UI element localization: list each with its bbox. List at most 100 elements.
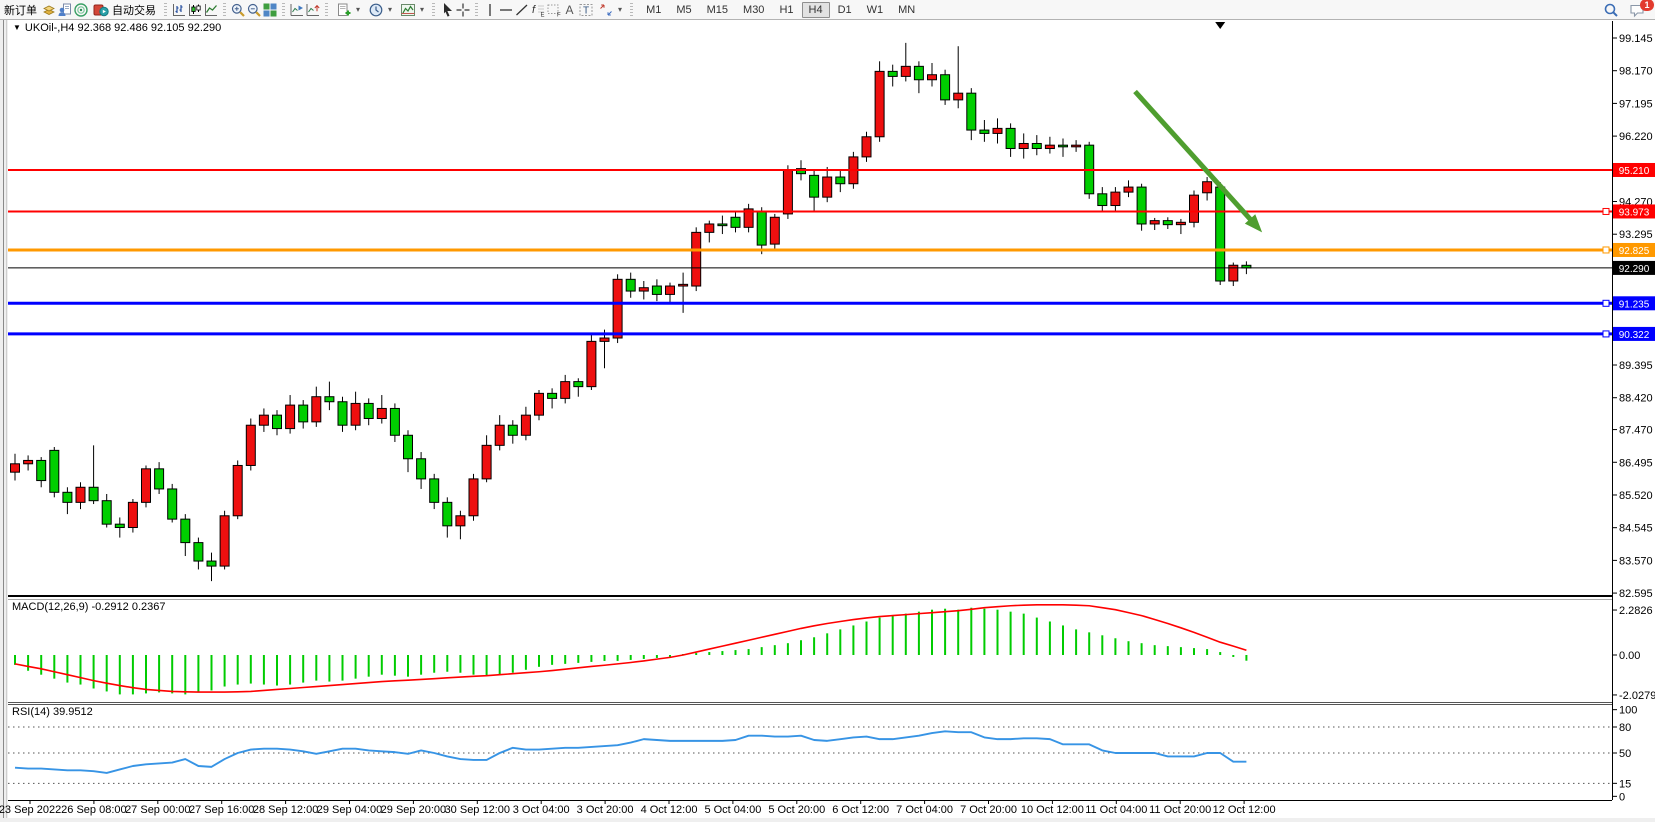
svg-text:90.322: 90.322 <box>1619 330 1650 341</box>
new-order-button[interactable]: 新订单 <box>0 1 41 18</box>
crosshair-icon[interactable] <box>455 2 471 18</box>
trendline-icon[interactable] <box>514 2 530 18</box>
text-icon[interactable]: A <box>562 2 578 18</box>
svg-text:80: 80 <box>1619 722 1631 734</box>
line-chart-icon[interactable] <box>203 2 219 18</box>
arrow-tools-icon <box>598 2 614 18</box>
toolbar-grip <box>164 3 167 16</box>
svg-text:27 Sep 16:00: 27 Sep 16:00 <box>189 804 254 816</box>
svg-text:98.170: 98.170 <box>1619 66 1653 78</box>
svg-text:92.825: 92.825 <box>1619 246 1650 257</box>
svg-text:3 Oct 20:00: 3 Oct 20:00 <box>577 804 634 816</box>
cursor-icon[interactable] <box>439 2 455 18</box>
arrange-windows-icon[interactable] <box>289 2 305 18</box>
profiles-icon[interactable] <box>57 2 73 18</box>
auto-trading-icon <box>93 2 109 18</box>
period-button[interactable]: ▾ <box>364 1 396 18</box>
chevron-down-icon: ▾ <box>420 5 425 14</box>
toolbar-grip <box>475 3 479 16</box>
shift-marker-icon[interactable] <box>1215 22 1226 29</box>
toolbar-grip <box>223 3 226 16</box>
svg-text:87.470: 87.470 <box>1619 425 1653 437</box>
svg-text:30 Sep 12:00: 30 Sep 12:00 <box>445 804 510 816</box>
indicators-button[interactable]: ▾ <box>396 1 428 18</box>
auto-trading-label: 自动交易 <box>112 4 156 17</box>
text-label-icon[interactable]: T <box>578 2 594 18</box>
svg-text:100: 100 <box>1619 705 1637 717</box>
svg-text:92.290: 92.290 <box>1619 264 1650 275</box>
symbol-ohlc-readout: ▼ UKOil-,H4 92.368 92.486 92.105 92.290 <box>13 22 221 34</box>
indicators-icon <box>400 2 416 18</box>
tf-button-W1[interactable]: W1 <box>866 3 884 16</box>
svg-text:11 Oct 04:00: 11 Oct 04:00 <box>1085 804 1147 816</box>
price-axis[interactable]: 99.14598.17097.19596.22094.27093.29589.3… <box>1612 33 1653 600</box>
tile-windows-icon[interactable] <box>262 2 278 18</box>
notifications-button[interactable]: 1 <box>1629 0 1654 18</box>
gold-docs-icon[interactable] <box>41 2 57 18</box>
arrow-tools-button[interactable]: ▾ <box>594 1 626 18</box>
toolbar-grip <box>630 3 634 16</box>
main-toolbar: 新订单 自动交易 ▾ ▾ <box>0 0 1655 20</box>
tf-button-H4[interactable]: H4 <box>801 1 830 18</box>
svg-text:7 Oct 04:00: 7 Oct 04:00 <box>896 804 953 816</box>
svg-text:f: f <box>532 4 536 16</box>
svg-text:0: 0 <box>1619 791 1625 803</box>
svg-text:3 Oct 04:00: 3 Oct 04:00 <box>513 804 570 816</box>
tf-button-MN[interactable]: MN <box>898 3 916 16</box>
svg-text:83.570: 83.570 <box>1619 555 1653 567</box>
rsi-layer: 100 80 50 150 <box>8 705 1637 803</box>
svg-text:85.520: 85.520 <box>1619 490 1653 502</box>
tf-button-M1[interactable]: M1 <box>646 3 662 16</box>
svg-text:10 Oct 12:00: 10 Oct 12:00 <box>1021 804 1084 816</box>
tf-button-H1[interactable]: H1 <box>779 3 794 16</box>
arrange-windows-alt-icon[interactable] <box>305 2 321 18</box>
horizontal-line-icon[interactable] <box>498 2 514 18</box>
svg-text:5 Oct 04:00: 5 Oct 04:00 <box>704 804 761 816</box>
svg-text:4 Oct 12:00: 4 Oct 12:00 <box>641 804 698 816</box>
toolbar-grip <box>282 3 285 16</box>
tf-button-D1[interactable]: D1 <box>837 3 852 16</box>
tf-button-M5[interactable]: M5 <box>676 3 692 16</box>
tf-button-M15[interactable]: M15 <box>706 3 729 16</box>
svg-text:12 Oct 12:00: 12 Oct 12:00 <box>1213 804 1276 816</box>
bar-chart-icon[interactable] <box>171 2 187 18</box>
svg-text:11 Oct 20:00: 11 Oct 20:00 <box>1149 804 1211 816</box>
svg-text:A: A <box>566 3 574 17</box>
svg-text:91.235: 91.235 <box>1619 299 1650 310</box>
svg-text:26 Sep 08:00: 26 Sep 08:00 <box>61 804 126 816</box>
candles-layer <box>10 42 1252 582</box>
market-watch-icon[interactable] <box>73 2 89 18</box>
zoom-out-icon[interactable] <box>246 2 262 18</box>
channel-grid-icon[interactable]: F <box>546 2 562 18</box>
svg-text:7 Oct 20:00: 7 Oct 20:00 <box>960 804 1017 816</box>
svg-text:89.395: 89.395 <box>1619 360 1653 372</box>
new-chart-button[interactable]: ▾ <box>332 1 364 18</box>
macd-layer: 2.2826 0.00 -2.0279 <box>14 603 1655 702</box>
auto-trading-button[interactable]: 自动交易 <box>89 1 160 18</box>
vertical-line-icon[interactable] <box>482 2 498 18</box>
svg-text:82.595: 82.595 <box>1619 588 1653 600</box>
svg-text:29 Sep 20:00: 29 Sep 20:00 <box>381 804 446 816</box>
svg-text:-2.0279: -2.0279 <box>1619 690 1655 702</box>
svg-text:93.295: 93.295 <box>1619 229 1653 241</box>
macd-indicator-label: MACD(12,26,9) -0.2912 0.2367 <box>12 601 166 613</box>
symbol-ohlc-text: UKOil-,H4 92.368 92.486 92.105 92.290 <box>24 22 222 34</box>
search-icon[interactable] <box>1603 2 1619 18</box>
rsi-indicator-label: RSI(14) 39.9512 <box>12 706 93 718</box>
svg-text:93.973: 93.973 <box>1619 207 1650 218</box>
tf-button-M30[interactable]: M30 <box>743 3 765 16</box>
candlestick-chart-icon[interactable] <box>187 2 203 18</box>
svg-text:T: T <box>583 5 589 16</box>
svg-text:F: F <box>557 12 561 18</box>
svg-text:5 Oct 20:00: 5 Oct 20:00 <box>768 804 825 816</box>
zoom-in-icon[interactable] <box>230 2 246 18</box>
period-clock-icon <box>368 2 384 18</box>
trend-arrow[interactable] <box>1133 89 1263 233</box>
timeframe-toolbar: M1 M5 M15 M30 H1 H4 D1 W1 MN <box>639 1 922 18</box>
hlines-layer[interactable]: 95.210 93.973 92.825 92.290 91.235 90.322 <box>8 162 1655 341</box>
svg-text:99.145: 99.145 <box>1619 33 1653 45</box>
svg-text:29 Sep 04:00: 29 Sep 04:00 <box>317 804 382 816</box>
